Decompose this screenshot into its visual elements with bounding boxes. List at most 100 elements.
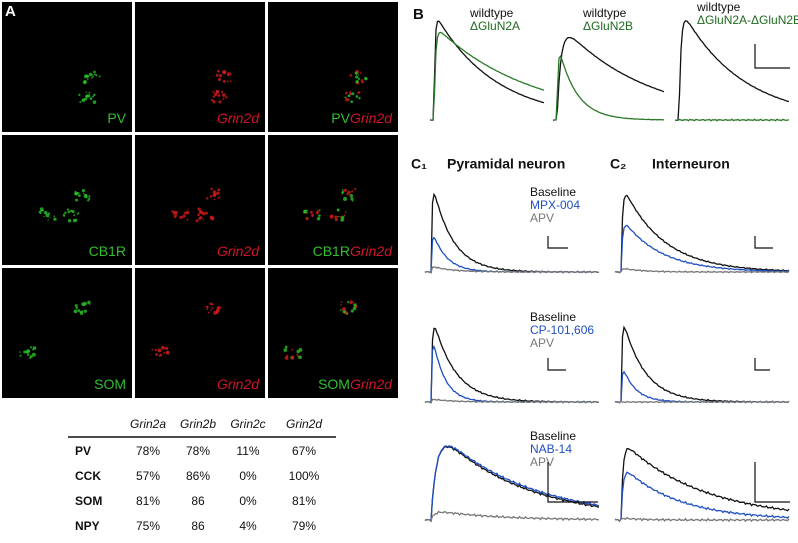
fluorescence-dot [43,215,45,218]
fluorescence-dot [230,73,232,75]
fluorescence-dot [290,356,294,360]
fluorescence-dot [213,198,216,201]
fluorescence-dot [77,212,80,215]
fluorescence-dot [212,90,215,93]
fluorescence-dot [218,100,222,104]
micrograph [135,268,265,398]
fluorescence-dot [345,211,347,213]
fluorescence-dot [351,92,355,96]
fluorescence-dot [88,72,93,77]
gene-name: Grin2d [350,110,393,126]
fluorescence-dot [210,187,213,191]
fluorescence-dot [172,214,175,216]
fluorescence-dot [347,301,350,304]
fluorescence-dot [222,97,225,100]
fluorescence-dot [64,211,67,214]
fluorescence-dot [351,190,354,193]
fluorescence-dot [92,76,94,78]
table-cell: 81% [292,494,316,508]
fluorescence-dot [63,215,65,218]
fluorescence-dot [343,196,348,201]
fluorescence-dot [291,348,294,351]
fluorescence-dot [213,192,217,196]
fluorescence-dot [223,70,226,73]
fluorescence-dot [91,74,94,76]
trace [614,400,790,404]
fluorescence-dot [218,74,223,78]
trace [614,370,790,404]
fluorescence-dot [81,98,86,103]
scale-bar [547,358,566,371]
fluorescence-dot [82,303,86,307]
fluorescence-dot [29,346,33,349]
fluorescence-dot [27,349,29,352]
fluorescence-dot [359,72,362,74]
fluorescence-dot [210,309,212,312]
fluorescence-dot [229,80,232,82]
fluorescence-dot [197,207,201,211]
fluorescence-dot [344,96,347,99]
column-header: Grin2a [130,417,166,431]
fluorescence-dot [73,214,76,216]
fluorescence-dot [212,100,216,104]
column-header: Grin2c [230,417,265,431]
scale-bar [754,236,773,249]
fluorescence-dot [73,310,75,313]
gene-name: Grin2d [217,376,260,392]
fluorescence-dot [87,199,90,202]
fluorescence-dot [284,356,289,360]
fluorescence-dot [75,306,78,310]
table-cell: 78% [186,444,210,458]
fluorescence-dot [41,209,44,212]
fluorescence-dot [154,348,157,352]
fluorescence-dot [209,195,213,198]
fluorescence-dot [222,80,226,83]
table: Grin2a Grin2b Grin2c Grin2d PV 78% 78% 11% 67% CC… [75,417,322,533]
fluorescence-dot [29,354,33,359]
row-header: SOM [75,494,102,508]
scale-bar [754,462,790,503]
fluorescence-dot [364,76,367,78]
fluorescence-dot [88,91,91,94]
fluorescence-dot [206,308,209,311]
fluorescence-dot [229,72,231,74]
fluorescence-dot [71,210,75,214]
fluorescence-dot [337,215,339,218]
fluorescence-dot [155,353,157,356]
column-header: Grin2b [180,417,216,431]
cell-label: CB1R [89,243,126,259]
legend-entry: wildtype [582,6,627,20]
fluorescence-dot [221,93,226,97]
panel-title: Interneuron [652,156,730,172]
fluorescence-dot [28,357,31,360]
trace [614,447,790,523]
fluorescence-dot [160,345,165,350]
fluorescence-dot [84,193,88,197]
table-cell: 67% [292,444,316,458]
fluorescence-dot [318,214,321,217]
cell-label: CB1RGrin2d [313,243,394,259]
row-header: PV [75,444,91,458]
fluorescence-dot [349,74,353,77]
fluorescence-dot [151,348,154,351]
legend-entry: Baseline [530,185,576,199]
fluorescence-dot [284,345,288,349]
trace [424,327,600,404]
trace [424,445,600,523]
fluorescence-dot [87,197,91,200]
fluorescence-dot [185,210,190,215]
fluorescence-dot [342,310,346,314]
fluorescence-dot [163,351,166,354]
trace [552,36,665,121]
legend-entry: NAB-14 [530,442,572,456]
fluorescence-dot [216,69,220,73]
table-cell: 79% [292,519,316,533]
table-cell: 0% [239,494,257,508]
fluorescence-dot [77,309,81,312]
gene-name: Grin2d [217,110,260,126]
table-cell: 86% [186,469,210,483]
fluorescence-dot [45,213,50,218]
trace [552,54,665,121]
fluorescence-dot [341,191,344,194]
fluorescence-dot [93,70,96,74]
